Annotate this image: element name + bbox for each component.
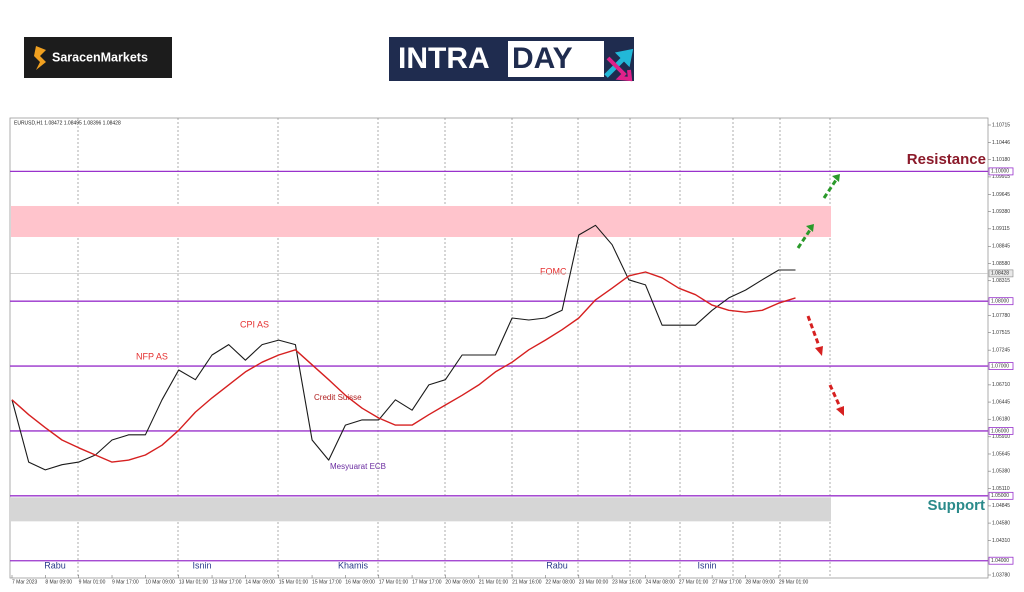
level-label-bg <box>988 491 1014 500</box>
x-tick-label: 13 Mar 01:00 <box>179 579 209 585</box>
x-tick-label: 23 Mar 00:00 <box>579 579 609 585</box>
x-tick-label: 28 Mar 09:00 <box>745 579 775 585</box>
logo-left: SaracenMarkets <box>52 50 148 64</box>
x-tick-label: 13 Mar 17:00 <box>212 579 242 585</box>
x-tick-label: 14 Mar 09:00 <box>245 579 275 585</box>
y-tick-label: 1.05380 <box>992 469 1010 475</box>
level-label-bg <box>988 427 1014 435</box>
level-label: 1.05000 <box>991 493 1009 499</box>
y-tick-label: 1.07780 <box>992 313 1010 319</box>
x-tick-label: 9 Mar 01:00 <box>79 579 106 585</box>
zone <box>11 497 831 522</box>
y-tick-label: 1.08845 <box>992 244 1010 250</box>
y-tick-label: 1.09915 <box>992 174 1010 180</box>
y-tick-label: 1.09380 <box>992 209 1010 215</box>
x-tick-label: 20 Mar 09:00 <box>445 579 475 585</box>
annotation: NFP AS <box>136 351 168 361</box>
x-tick-label: 17 Mar 01:00 <box>379 579 409 585</box>
current-price-label: 1.08428 <box>991 271 1009 277</box>
logo-right-b: DAY <box>512 42 573 75</box>
y-tick-label: 1.08580 <box>992 261 1010 267</box>
day-label: Isnin <box>192 560 211 570</box>
y-tick-label: 1.06710 <box>992 382 1010 388</box>
x-tick-label: 10 Mar 09:00 <box>145 579 175 585</box>
x-tick-label: 22 Mar 08:00 <box>545 579 575 585</box>
symbol-info: EURUSD,H1 1.08472 1.08495 1.08396 1.0842… <box>14 120 121 126</box>
x-tick-label: 29 Mar 01:00 <box>779 579 809 585</box>
logo-icon <box>34 46 46 70</box>
logo-arrow-up <box>604 48 634 78</box>
x-tick-label: 21 Mar 16:00 <box>512 579 542 585</box>
logo-right-box <box>508 41 604 77</box>
y-tick-label: 1.04310 <box>992 538 1010 544</box>
annotation: FOMC <box>540 266 567 276</box>
x-tick-label: 8 Mar 09:00 <box>45 579 72 585</box>
x-tick-label: 7 Mar 2023 <box>12 579 38 585</box>
logo-right-a: INTRA <box>398 42 490 75</box>
x-tick-label: 15 Mar 01:00 <box>279 579 309 585</box>
level-label: 1.07000 <box>991 363 1009 369</box>
x-tick-label: 24 Mar 08:00 <box>645 579 675 585</box>
day-label: Khamis <box>338 560 369 570</box>
annotation: CPI AS <box>240 319 269 329</box>
x-tick-label: 21 Mar 01:00 <box>479 579 509 585</box>
level-label: 1.04000 <box>991 558 1009 564</box>
x-tick-label: 17 Mar 17:00 <box>412 579 442 585</box>
y-tick-label: 1.04580 <box>992 520 1010 526</box>
y-tick-label: 1.09645 <box>992 192 1010 198</box>
level-label-bg <box>988 297 1014 306</box>
y-tick-label: 1.10446 <box>992 140 1010 146</box>
logo-arrow-down <box>606 56 633 82</box>
level-label: 1.08000 <box>991 298 1009 304</box>
zone <box>11 205 831 237</box>
level-label: 1.06000 <box>991 428 1009 434</box>
y-tick-label: 1.10715 <box>992 122 1010 128</box>
level-label: 1.10000 <box>991 169 1009 175</box>
x-tick-label: 9 Mar 17:00 <box>112 579 139 585</box>
annotation: Credit Suisse <box>314 393 362 402</box>
current-price-bg <box>988 269 1014 278</box>
x-tick-label: 15 Mar 17:00 <box>312 579 342 585</box>
y-tick-label: 1.07245 <box>992 347 1010 353</box>
y-tick-label: 1.05645 <box>992 451 1010 457</box>
x-tick-label: 23 Mar 16:00 <box>612 579 642 585</box>
price-line <box>11 224 796 471</box>
moving-average-line <box>11 271 796 463</box>
annotation: Mesyuarat ECB <box>330 462 386 471</box>
level-label-bg <box>988 556 1014 565</box>
y-tick-label: 1.09115 <box>992 226 1010 232</box>
resistance-label: Resistance <box>907 151 986 168</box>
logo-left-bg <box>24 37 172 78</box>
day-label: Rabu <box>546 560 568 570</box>
period-separators <box>77 118 831 578</box>
forecast-arrows <box>796 174 844 416</box>
y-tick-label: 1.08315 <box>992 278 1010 284</box>
y-tick-label: 1.06445 <box>992 399 1010 405</box>
level-label-bg <box>988 362 1014 370</box>
x-tick-label: 27 Mar 17:00 <box>712 579 742 585</box>
level-label-bg <box>988 167 1014 176</box>
day-label: Isnin <box>697 560 716 570</box>
x-tick-label: 27 Mar 01:00 <box>679 579 709 585</box>
support-label: Support <box>928 497 986 514</box>
day-label: Rabu <box>44 560 66 570</box>
y-tick-label: 1.05110 <box>992 486 1010 492</box>
x-tick-label: 16 Mar 09:00 <box>345 579 375 585</box>
y-tick-label: 1.07515 <box>992 330 1010 336</box>
y-tick-label: 1.03780 <box>992 572 1010 578</box>
y-tick-label: 1.10180 <box>992 157 1010 163</box>
y-tick-label: 1.05910 <box>992 434 1010 440</box>
y-tick-label: 1.04845 <box>992 503 1010 509</box>
y-tick-label: 1.06180 <box>992 417 1010 423</box>
